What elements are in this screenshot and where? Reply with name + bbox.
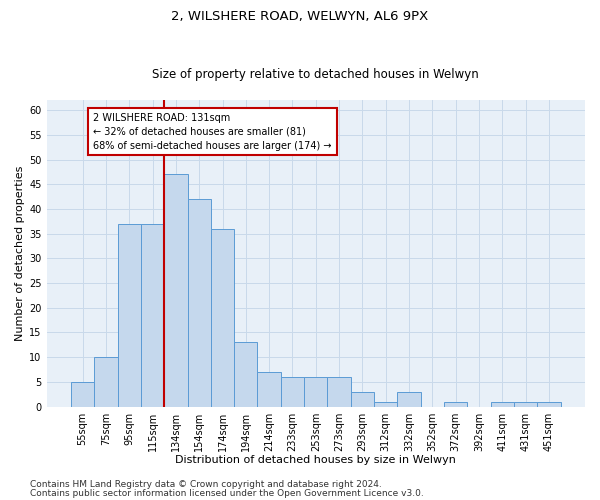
Bar: [164, 174, 188, 406]
Text: Contains HM Land Registry data © Crown copyright and database right 2024.: Contains HM Land Registry data © Crown c…: [30, 480, 382, 489]
Bar: [304, 377, 328, 406]
Text: 2, WILSHERE ROAD, WELWYN, AL6 9PX: 2, WILSHERE ROAD, WELWYN, AL6 9PX: [172, 10, 428, 23]
Bar: [211, 228, 234, 406]
Bar: [491, 402, 514, 406]
X-axis label: Distribution of detached houses by size in Welwyn: Distribution of detached houses by size …: [175, 455, 456, 465]
Bar: [397, 392, 421, 406]
Bar: [94, 357, 118, 406]
Title: Size of property relative to detached houses in Welwyn: Size of property relative to detached ho…: [152, 68, 479, 81]
Bar: [141, 224, 164, 406]
Bar: [234, 342, 257, 406]
Text: Contains public sector information licensed under the Open Government Licence v3: Contains public sector information licen…: [30, 488, 424, 498]
Bar: [281, 377, 304, 406]
Bar: [374, 402, 397, 406]
Bar: [71, 382, 94, 406]
Bar: [257, 372, 281, 406]
Text: 2 WILSHERE ROAD: 131sqm
← 32% of detached houses are smaller (81)
68% of semi-de: 2 WILSHERE ROAD: 131sqm ← 32% of detache…: [93, 112, 332, 150]
Bar: [118, 224, 141, 406]
Bar: [537, 402, 560, 406]
Y-axis label: Number of detached properties: Number of detached properties: [15, 166, 25, 341]
Bar: [328, 377, 351, 406]
Bar: [444, 402, 467, 406]
Bar: [514, 402, 537, 406]
Bar: [188, 199, 211, 406]
Bar: [351, 392, 374, 406]
